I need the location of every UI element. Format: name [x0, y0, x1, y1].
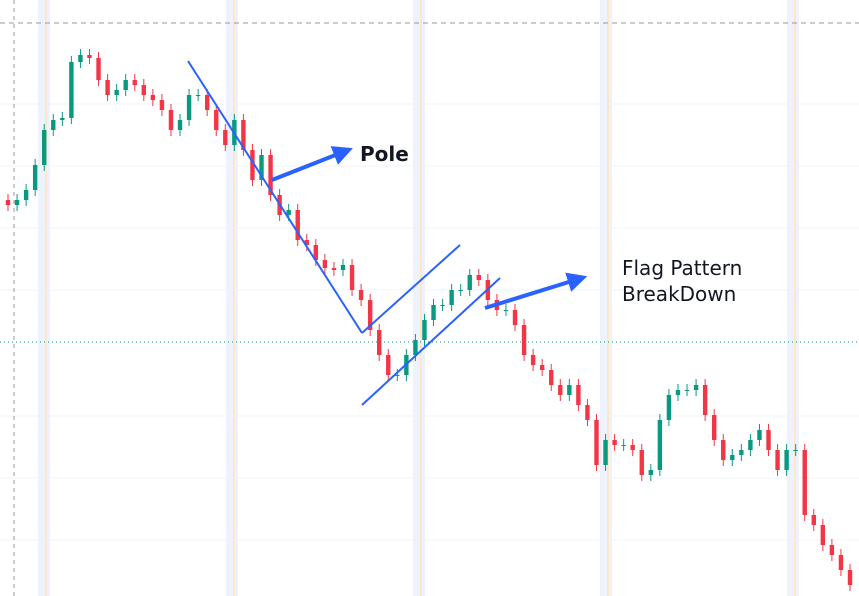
- candle-body: [413, 340, 418, 355]
- candle-body: [349, 265, 355, 290]
- candle-body: [241, 120, 246, 150]
- candle-body: [811, 515, 816, 525]
- candle-body: [78, 55, 83, 62]
- candle-body: [503, 310, 509, 311]
- candle-body: [32, 165, 38, 190]
- candle-body: [132, 80, 137, 85]
- candle-body: [286, 210, 291, 215]
- candle-body: [594, 420, 599, 465]
- candle-body: [331, 268, 337, 270]
- candle-body: [648, 470, 654, 475]
- candle-body: [639, 450, 644, 475]
- candle-body: [775, 450, 780, 470]
- candle-body: [295, 210, 300, 240]
- candle-body: [666, 395, 672, 420]
- candle-body: [784, 450, 789, 470]
- candle-body: [14, 200, 20, 205]
- candle-body: [340, 265, 346, 270]
- candle-body: [195, 95, 201, 96]
- candle-body: [549, 370, 554, 385]
- candle-body: [711, 415, 717, 440]
- candle-body: [431, 305, 436, 320]
- candle-body: [5, 200, 11, 205]
- candle-body: [223, 130, 228, 145]
- candle-body: [204, 95, 210, 110]
- candle-body: [539, 365, 545, 370]
- annotation: Flag Pattern: [622, 256, 742, 280]
- candle-body: [259, 155, 264, 180]
- candle-body: [304, 240, 309, 245]
- candle-body: [268, 155, 273, 195]
- candle-body: [621, 445, 626, 446]
- candle-body: [42, 130, 47, 165]
- candle-body: [585, 405, 590, 420]
- candle-body: [802, 450, 807, 515]
- candle-body: [829, 545, 835, 555]
- session-bands: [38, 0, 799, 596]
- candle-body: [214, 110, 219, 130]
- candle-body: [114, 90, 119, 95]
- candle-body: [458, 290, 463, 291]
- candle-body: [177, 120, 183, 130]
- candle-body: [739, 450, 744, 455]
- candle-body: [395, 375, 400, 376]
- drawings: [187, 60, 588, 406]
- candle-body: [521, 325, 527, 355]
- candle-body: [422, 320, 427, 340]
- candle-body: [793, 450, 798, 451]
- candle-body: [105, 80, 110, 95]
- candle-body: [358, 290, 364, 300]
- annotation: BreakDown: [622, 282, 736, 306]
- grid: [0, 103, 859, 541]
- candle-body: [757, 430, 762, 440]
- candle-body: [367, 300, 373, 330]
- candle-body: [603, 440, 608, 465]
- candle-body: [730, 455, 735, 460]
- candle-body: [440, 305, 445, 306]
- candle-body: [684, 390, 690, 391]
- candle-body: [820, 525, 826, 545]
- candle-body: [657, 420, 663, 470]
- candle-body: [159, 100, 165, 110]
- candle-body: [766, 430, 771, 450]
- candle-body: [60, 118, 65, 120]
- candle-body: [476, 275, 481, 280]
- candle-body: [512, 310, 518, 325]
- candles: [5, 49, 853, 591]
- candle-body: [847, 570, 853, 585]
- candle-body: [702, 385, 708, 415]
- candle-body: [87, 55, 92, 58]
- candle-body: [693, 385, 699, 390]
- candle-body: [51, 120, 56, 130]
- candle-body: [530, 355, 536, 365]
- candle-body: [576, 385, 581, 405]
- candle-body: [250, 150, 255, 180]
- candle-body: [630, 445, 635, 450]
- candle-body: [186, 95, 192, 120]
- candle-body: [96, 58, 101, 80]
- candle-body: [612, 440, 617, 445]
- candle-body: [748, 440, 753, 450]
- candle-body: [386, 355, 391, 375]
- candle-body: [123, 80, 128, 90]
- candle-body: [168, 110, 174, 130]
- candle-body: [23, 190, 29, 200]
- candle-body: [322, 260, 328, 268]
- candle-body: [377, 330, 382, 355]
- candle-body: [567, 385, 572, 395]
- candle-body: [313, 245, 319, 260]
- candle-body: [558, 385, 563, 395]
- annotation: Pole: [360, 142, 409, 166]
- candle-body: [467, 275, 472, 290]
- candle-body: [721, 440, 726, 460]
- candle-body: [69, 62, 74, 118]
- candle-body: [449, 290, 454, 305]
- candle-body: [675, 390, 681, 395]
- candle-body: [141, 85, 147, 95]
- candle-body: [838, 555, 844, 570]
- candle-body: [150, 95, 156, 100]
